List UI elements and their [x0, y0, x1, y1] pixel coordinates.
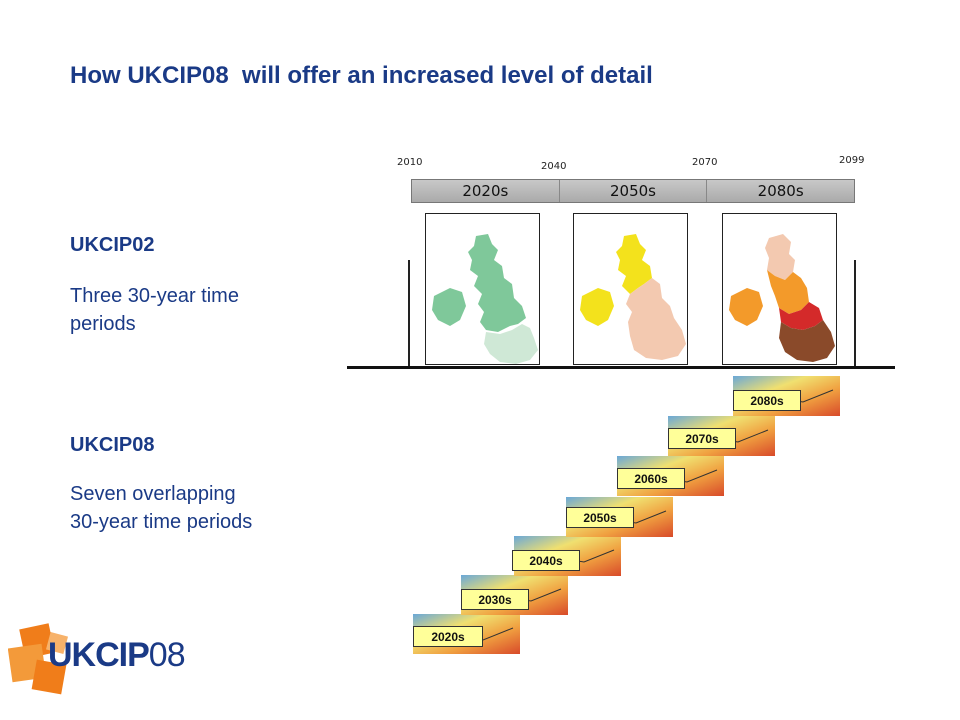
map-2020s [425, 213, 540, 365]
ukcip02-desc-line2: periods [70, 313, 136, 335]
tile-label-2070s: 2070s [668, 428, 736, 449]
year-tick-2010: 2010 [397, 157, 423, 168]
ukcip08-logo: UKCIP08 [8, 622, 186, 698]
uk-map-2020s [432, 234, 538, 364]
timeline-baseline [347, 366, 895, 369]
tile-label-2020s: 2020s [413, 626, 483, 647]
ukcip02-description: Three 30-year time periods [70, 282, 239, 338]
logo-wordmark: UKCIP08 [48, 636, 186, 675]
tile-label-2050s: 2050s [566, 507, 634, 528]
map-2050s [573, 213, 688, 365]
timeline-left-divider [408, 260, 410, 367]
ukcip02-period-bar: 2020s 2050s 2080s [411, 179, 855, 203]
period-2020s: 2020s [412, 180, 560, 202]
logo-text-bold: UKCIP [48, 636, 150, 674]
uk-map-2080s [729, 234, 835, 362]
map-2080s [722, 213, 837, 365]
tile-label-2060s: 2060s [617, 468, 685, 489]
timeline-right-divider [854, 260, 856, 367]
period-2080s: 2080s [757, 182, 804, 200]
page-title: How UKCIP08 will offer an increased leve… [70, 62, 653, 89]
logo-mark-icon [8, 623, 69, 695]
year-tick-2070: 2070 [692, 157, 718, 168]
tile-label-2080s: 2080s [733, 390, 801, 411]
year-tick-2099: 2099 [839, 155, 865, 166]
tile-label-2040s: 2040s [512, 550, 580, 571]
ukcip08-desc-line1: Seven overlapping [70, 483, 236, 505]
logo-text-light: 08 [148, 636, 186, 674]
period-2050s: 2050s [560, 180, 708, 202]
ukcip08-desc-line2: 30-year time periods [70, 511, 253, 533]
ukcip02-heading: UKCIP02 [70, 234, 155, 256]
year-tick-2040: 2040 [541, 161, 567, 172]
ukcip08-description: Seven overlapping 30-year time periods [70, 480, 252, 536]
uk-map-2050s [580, 234, 686, 360]
ukcip08-heading: UKCIP08 [70, 434, 155, 456]
tile-label-2030s: 2030s [461, 589, 529, 610]
ukcip02-desc-line1: Three 30-year time [70, 285, 239, 307]
